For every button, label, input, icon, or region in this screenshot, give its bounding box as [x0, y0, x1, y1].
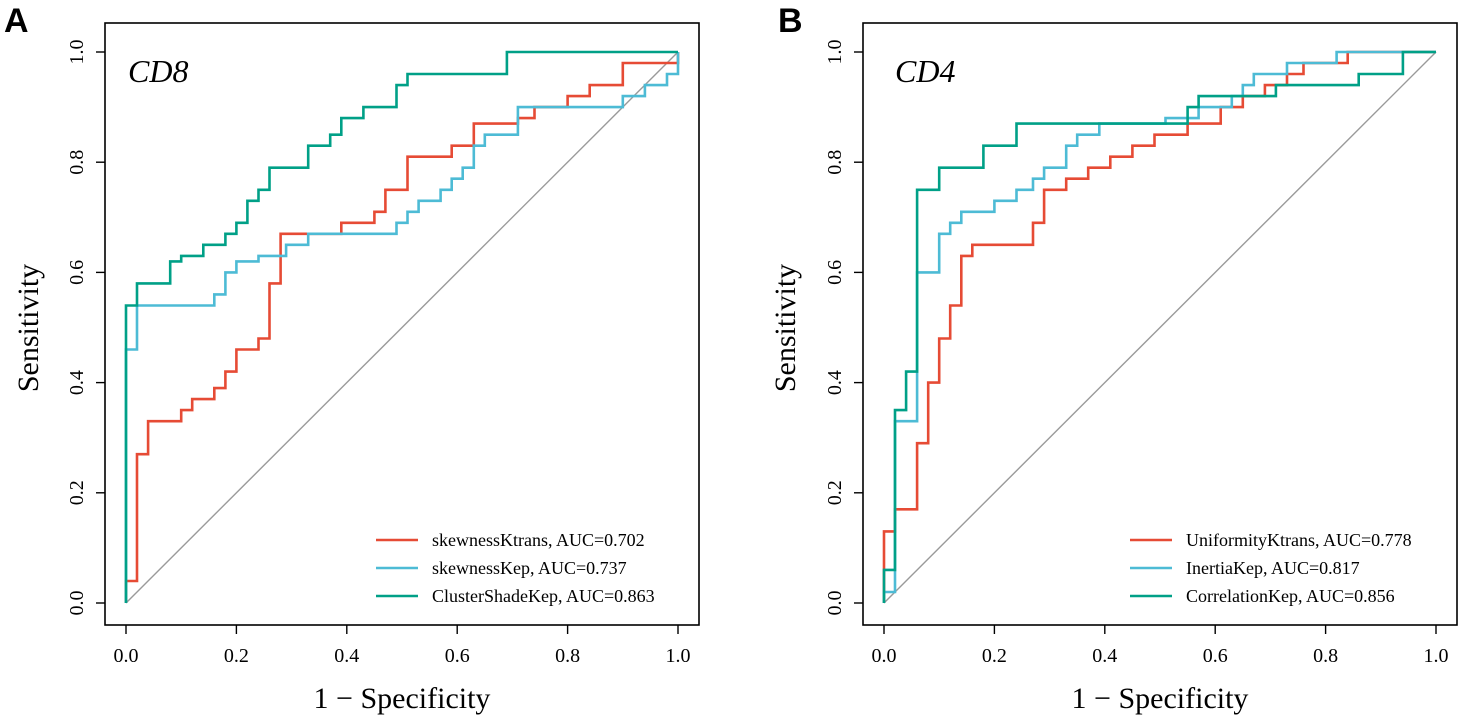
x-tick-label: 0.2 [224, 645, 249, 667]
legend-label: skewnessKep, AUC=0.737 [432, 558, 627, 578]
x-tick-label: 1.0 [1424, 645, 1449, 667]
roc-curve-3 [124, 50, 678, 603]
x-tick-label: 0.0 [872, 645, 897, 667]
x-axis-title: 1 − Specificity [1072, 682, 1249, 715]
y-tick-label: 0.2 [66, 480, 88, 505]
inset-title: CD8 [128, 53, 188, 89]
x-tick-label: 0.4 [334, 645, 359, 667]
x-tick-label: 0.6 [445, 645, 470, 667]
x-tick-label: 0.0 [114, 645, 139, 667]
y-axis-title: Sensitivity [12, 264, 45, 392]
legend-label: InertiaKep, AUC=0.817 [1186, 558, 1360, 578]
y-axis-title: Sensitivity [769, 264, 802, 392]
legend-label: ClusterShadeKep, AUC=0.863 [432, 586, 655, 606]
y-tick-label: 0.6 [66, 260, 88, 285]
y-tick-label: 0.8 [66, 150, 88, 175]
roc-curve-2 [124, 52, 680, 603]
y-tick-label: 0.8 [824, 150, 846, 175]
x-tick-label: 0.8 [1313, 645, 1338, 667]
panel-label: A [4, 2, 29, 40]
y-tick-label: 0.2 [824, 480, 846, 505]
x-tick-label: 0.2 [982, 645, 1007, 667]
inset-title: CD4 [895, 53, 955, 89]
roc-curve-2 [882, 50, 1436, 603]
y-tick-label: 0.6 [824, 260, 846, 285]
y-tick-label: 0.4 [824, 370, 846, 395]
plot-frame [862, 22, 1458, 626]
y-tick-label: 0.0 [824, 591, 846, 616]
reference-diagonal [125, 51, 679, 604]
legend-label: CorrelationKep, AUC=0.856 [1186, 586, 1395, 606]
legend-label: skewnessKtrans, AUC=0.702 [432, 530, 645, 550]
panel-b: B CD4 1 − Specificity Sensitivity 0.0 0.2… [769, 2, 1458, 715]
y-tick-label: 0.4 [66, 370, 88, 395]
plot-frame [104, 22, 700, 626]
y-tick-label: 0.0 [66, 591, 88, 616]
reference-diagonal [883, 51, 1437, 604]
x-tick-label: 0.8 [555, 645, 580, 667]
x-tick-label: 0.6 [1203, 645, 1228, 667]
y-tick-label: 1.0 [824, 40, 846, 65]
panel-label: B [778, 2, 803, 40]
x-tick-label: 0.4 [1092, 645, 1117, 667]
panel-a: A CD8 1 − Specificity Sensitivity 0.0 0.2… [4, 2, 700, 715]
legend-label: UniformityKtrans, AUC=0.778 [1186, 530, 1412, 550]
x-axis-title: 1 − Specificity [314, 682, 491, 715]
y-tick-label: 1.0 [66, 40, 88, 65]
roc-curve-3 [882, 50, 1436, 603]
x-tick-label: 1.0 [666, 645, 691, 667]
